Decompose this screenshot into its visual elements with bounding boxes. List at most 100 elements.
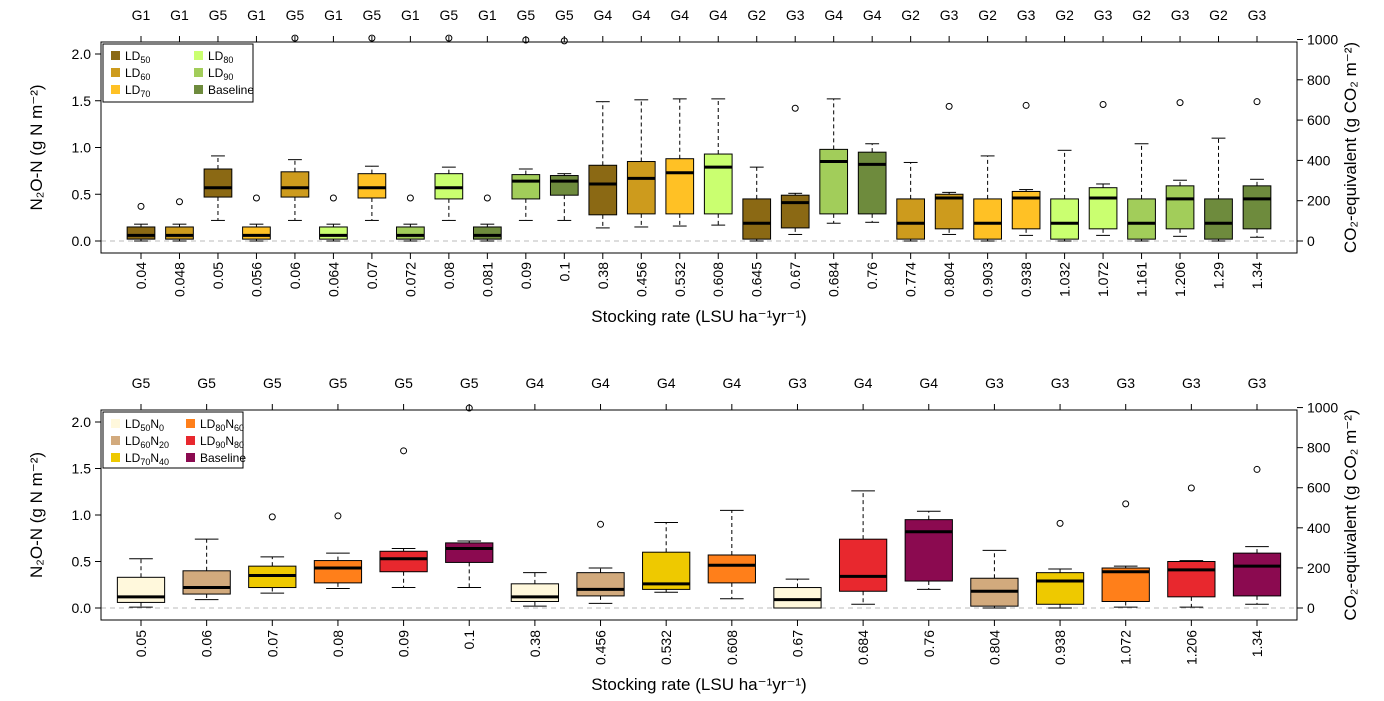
iqr-box xyxy=(576,572,625,597)
legend-label-main2: N xyxy=(225,434,234,448)
group-label: G4 xyxy=(591,375,610,391)
legend-label: Baseline xyxy=(208,83,254,97)
iqr-box xyxy=(396,226,425,240)
legend-item-Baseline: Baseline xyxy=(186,451,246,465)
group-label: G2 xyxy=(978,7,997,23)
box-LD60N20-0.804 xyxy=(970,549,1019,609)
legend-item-LD80: LD80 xyxy=(194,49,233,65)
iqr-box xyxy=(703,153,733,215)
box-LD70-0.532 xyxy=(665,98,695,227)
x-tick-label: 0.67 xyxy=(789,630,805,657)
legend-item-LD60N20: LD60N20 xyxy=(111,434,169,450)
iqr-box xyxy=(1167,561,1216,598)
box-Baseline-1.34 xyxy=(1232,465,1282,605)
x-tick-label: 0.76 xyxy=(921,630,937,657)
group-label: G5 xyxy=(555,7,574,23)
x-tick-label: 0.1 xyxy=(461,630,477,650)
x-tick-label: 0.532 xyxy=(672,262,688,297)
legend-label: LD80N60 xyxy=(200,417,244,433)
legend-swatch xyxy=(111,51,120,60)
y-right-tick-label: 800 xyxy=(1307,72,1331,88)
iqr-box xyxy=(510,583,560,602)
x-tick-label: 1.206 xyxy=(1183,630,1199,665)
legend-label-sub: 70 xyxy=(140,457,150,467)
legend: LD50N0LD60N20LD70N40LD80N60LD90N80Baseli… xyxy=(102,411,246,469)
y-right-tick-label: 1000 xyxy=(1307,400,1338,416)
group-label: G4 xyxy=(824,7,843,23)
iqr-box xyxy=(357,173,387,199)
iqr-box xyxy=(707,554,756,584)
outlier-point xyxy=(1176,99,1184,107)
x-tick-label: 1.29 xyxy=(1211,262,1227,289)
group-label: G1 xyxy=(170,7,189,23)
iqr-box xyxy=(626,161,656,215)
box-LD60-0.774 xyxy=(896,161,926,242)
box-LD70-0.056 xyxy=(242,194,271,242)
x-tick-label: 0.456 xyxy=(633,262,649,297)
group-label: G5 xyxy=(197,375,216,391)
iqr-box xyxy=(182,570,231,595)
legend-swatch xyxy=(111,436,120,445)
x-tick-label: 0.056 xyxy=(248,262,264,297)
iqr-box xyxy=(116,576,166,603)
group-label: G5 xyxy=(209,7,228,23)
group-label: G5 xyxy=(363,7,382,23)
legend-label-sub: 80 xyxy=(223,55,233,65)
x-tick-label: 0.08 xyxy=(441,262,457,289)
legend-label-main: LD xyxy=(125,49,141,63)
iqr-box xyxy=(1165,185,1195,230)
legend-label-main: LD xyxy=(208,49,224,63)
x-tick-label: 0.938 xyxy=(1018,262,1034,297)
group-label: G4 xyxy=(526,375,545,391)
group-label: G4 xyxy=(670,7,689,23)
group-label: G4 xyxy=(863,7,882,23)
group-label: G4 xyxy=(632,7,651,23)
chart-panel-1: 0.04 G1 0.048 G1 0.05 G5 0.056 G1 0.06 G5 0.064 G1 0… xyxy=(27,7,1360,326)
box-LD60N20-0.456 xyxy=(576,520,625,604)
outlier-point xyxy=(175,198,183,206)
x-tick-label: 0.07 xyxy=(364,262,380,289)
outlier-point xyxy=(1122,500,1130,508)
x-tick-label: 0.07 xyxy=(264,630,280,657)
iqr-box xyxy=(973,198,1002,240)
y-tick-label: 0.0 xyxy=(72,600,92,616)
box-LD90-1.161 xyxy=(1127,143,1156,242)
outlier-point xyxy=(334,512,342,520)
box-LD70N40-0.07 xyxy=(248,513,297,594)
legend-swatch xyxy=(186,419,195,428)
group-label: G5 xyxy=(263,375,282,391)
box-LD80-0.064 xyxy=(319,194,348,242)
group-label: G1 xyxy=(247,7,266,23)
x-tick-label: 0.05 xyxy=(133,630,149,657)
y-right-tick-label: 0 xyxy=(1307,233,1315,249)
box-LD50-0.67 xyxy=(780,104,810,235)
box-LD80-0.608 xyxy=(703,98,733,226)
legend-label-main: LD xyxy=(125,434,141,448)
iqr-box xyxy=(379,550,428,573)
group-label: G3 xyxy=(1116,375,1135,391)
y-tick-label: 1.0 xyxy=(72,140,92,156)
group-label: G4 xyxy=(657,375,676,391)
legend-label: LD60 xyxy=(125,66,150,82)
y-axis-right-label: CO₂-equivalent (g CO₂ m⁻²) xyxy=(1341,409,1360,620)
y-right-tick-label: 400 xyxy=(1307,520,1331,536)
x-tick-label: 0.67 xyxy=(787,262,803,289)
x-tick-label: 0.76 xyxy=(864,262,880,289)
box-LD50N0-0.38 xyxy=(510,572,560,607)
group-label: G4 xyxy=(919,375,938,391)
group-label: G3 xyxy=(1171,7,1190,23)
x-tick-label: 0.903 xyxy=(980,262,996,297)
x-tick-label: 1.032 xyxy=(1057,262,1073,297)
iqr-box xyxy=(472,226,502,240)
group-label: G3 xyxy=(1248,7,1267,23)
iqr-box xyxy=(319,226,348,240)
outlier-point xyxy=(1022,101,1030,109)
x-tick-label: 0.048 xyxy=(171,262,187,297)
box-Baseline-0.081 xyxy=(472,194,502,242)
legend-label-main2: N xyxy=(225,417,234,431)
legend-label: LD50N0 xyxy=(125,417,164,433)
outlier-point xyxy=(1099,100,1107,108)
box-LD50-0.04 xyxy=(126,202,156,242)
legend-label: LD50 xyxy=(125,49,150,65)
